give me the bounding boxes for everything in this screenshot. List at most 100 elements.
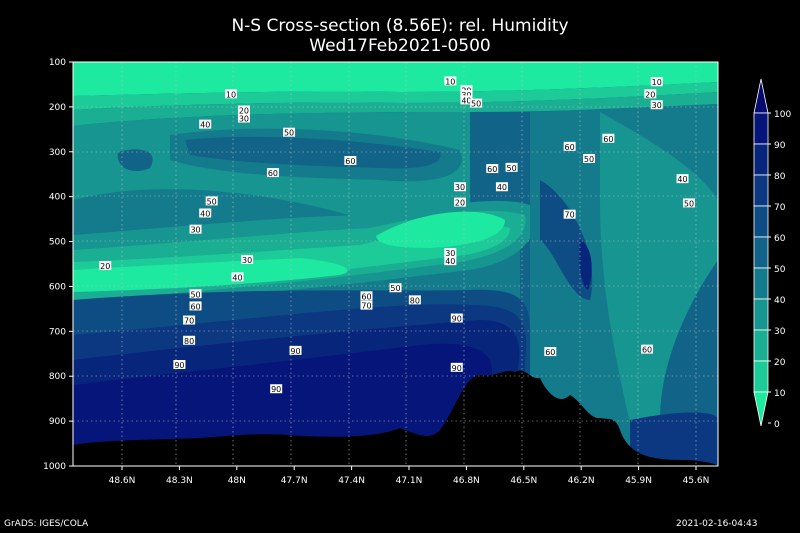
colorbar-label: 20	[774, 358, 786, 368]
contour-label: 90	[452, 364, 462, 373]
y-tick-label: 800	[49, 372, 66, 382]
contour-label-bg	[241, 254, 254, 264]
contour-label: 30	[190, 226, 200, 235]
contour-label-bg	[283, 127, 296, 137]
contour-label: 40	[200, 210, 210, 219]
contour-label-bg	[444, 248, 457, 258]
colorbar-swatch	[753, 298, 769, 331]
y-tick-label: 500	[49, 238, 66, 248]
contour-label: 50	[390, 284, 400, 293]
x-tick-label: 47.4N	[338, 476, 365, 486]
contour-label-bg	[225, 89, 238, 99]
contour-label: 50	[507, 164, 517, 173]
contour-label-bg	[641, 344, 654, 354]
contour-label-bg	[460, 85, 473, 95]
contour-label-bg	[360, 300, 373, 310]
contour-label: 40	[232, 273, 242, 282]
x-tick-label: 47.1N	[396, 476, 423, 486]
contour-label: 90	[290, 347, 300, 356]
contour-label: 60	[603, 135, 613, 144]
contour-label-bg	[189, 301, 202, 311]
x-axis-ticks: 48.6N 48.3N 48N 47.7N 47.4N 47.1N 46.8N 46.5N 46…	[109, 466, 709, 486]
contour-label-bg	[460, 95, 473, 105]
colorbar-swatch	[753, 329, 769, 362]
contour-label: 50	[207, 197, 217, 206]
contour-label: 10	[652, 78, 662, 87]
contour-label-bg	[183, 315, 196, 325]
colorbar-swatch	[753, 360, 769, 393]
contour-label-bg	[344, 155, 357, 165]
contour-label: 70	[565, 211, 575, 220]
x-tick-label: 46.5N	[510, 476, 537, 486]
colorbar-label: 40	[774, 296, 786, 306]
contour-label-bg	[563, 141, 576, 151]
contour-label-bg	[289, 345, 302, 355]
contour-label-bg	[189, 224, 202, 234]
contour-label: 70	[184, 317, 194, 326]
y-tick-label: 400	[49, 193, 66, 203]
contour-label: 20	[455, 199, 465, 208]
contour-label: 30	[239, 115, 249, 124]
contour-label: 50	[684, 199, 694, 208]
contour-label-bg	[199, 208, 212, 218]
contour-label-bg	[444, 76, 457, 86]
contour-label-bg	[266, 168, 279, 178]
contour-label-bg	[173, 360, 186, 369]
contour-label: 60	[545, 348, 555, 357]
x-tick-label: 48.6N	[109, 476, 136, 486]
contour-label-bg	[602, 133, 615, 143]
contour-label-bg	[682, 198, 695, 208]
contour-label-bg	[495, 182, 508, 192]
x-tick-label: 46.8N	[453, 476, 480, 486]
contour-label: 60	[642, 346, 652, 355]
contour-label-bg	[450, 313, 463, 323]
colorbar-swatch	[753, 236, 769, 269]
x-tick-label: 47.7N	[281, 476, 308, 486]
contour-label-bg	[460, 90, 473, 100]
contour-label-bg	[360, 291, 373, 301]
y-axis-ticks: 100 200 300 400 500 600 700 800 900 1000	[43, 58, 73, 472]
colorbar-swatch	[753, 267, 769, 300]
contour-label-bg	[189, 289, 202, 299]
contour-label: 50	[584, 155, 594, 164]
contour-label: 60	[345, 157, 355, 166]
chart-subtitle: Wed17Feb2021-0500	[309, 36, 491, 56]
y-tick-label: 600	[49, 282, 66, 292]
chart-title: N-S Cross-section (8.56E): rel. Humidity	[231, 16, 569, 36]
contour-label-bg	[486, 164, 499, 174]
colorbar-label: 90	[774, 141, 786, 151]
colorbar-label: 30	[774, 327, 786, 337]
colorbar-label: 100	[774, 110, 791, 120]
y-tick-label: 700	[49, 327, 66, 337]
contour-label: 40	[200, 121, 210, 130]
x-tick-label: 46.2N	[568, 476, 595, 486]
colorbar-swatch	[753, 112, 769, 145]
contour-label: 30	[242, 256, 252, 265]
contour-label-bg	[237, 113, 250, 123]
y-tick-label: 1000	[43, 462, 66, 472]
contour-label: 40	[497, 183, 507, 192]
contour-label-bg	[583, 153, 595, 163]
colorbar-swatch	[753, 205, 769, 238]
contour-label: 70	[361, 302, 371, 311]
contour-label: 80	[410, 296, 420, 305]
contour-label-bg	[99, 261, 112, 271]
contour-label-bg	[563, 209, 576, 219]
contour-label: 20	[100, 262, 110, 271]
colorbar-swatch	[753, 143, 769, 176]
colorbar-label: 70	[774, 203, 786, 213]
contour-label-bg	[199, 119, 212, 129]
contour-label-bg	[454, 182, 466, 192]
contour-label: 60	[565, 143, 575, 152]
contour-label: 90	[271, 385, 281, 394]
contour-label-bg	[470, 98, 483, 108]
contour-label: 60	[190, 302, 200, 311]
contour-label-bg	[650, 100, 663, 110]
contour-label-bg	[270, 384, 283, 394]
contour-label: 10	[226, 90, 236, 99]
contour-label-bg	[205, 196, 218, 206]
contour-label-bg	[505, 162, 518, 172]
contour-label: 10	[445, 77, 455, 86]
